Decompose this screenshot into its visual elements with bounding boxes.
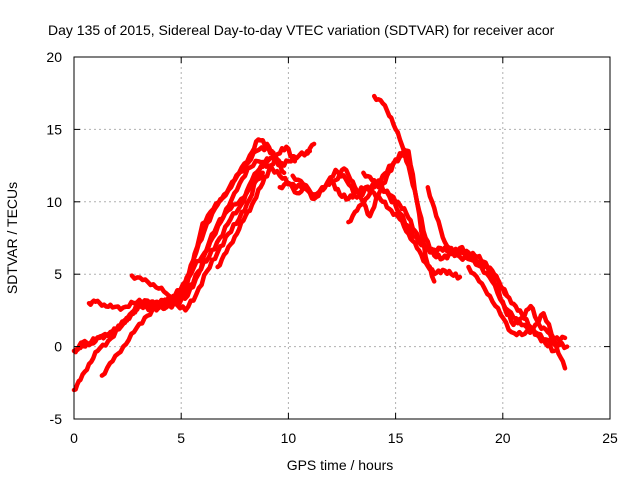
chart-title: Day 135 of 2015, Sidereal Day-to-day VTE…	[48, 22, 555, 38]
series-group	[71, 93, 570, 393]
x-tick-label: 25	[602, 430, 618, 446]
y-tick-label: 10	[46, 194, 62, 210]
series-line-sat-o	[425, 185, 568, 371]
series-line-sat-c	[71, 158, 304, 393]
y-tick-label: 5	[54, 266, 62, 282]
plot-frame	[73, 56, 611, 420]
x-tick-label: 0	[70, 430, 78, 446]
y-tick-label: -5	[50, 411, 63, 427]
y-tick-label: 0	[54, 339, 62, 355]
series-line-sat-g	[215, 144, 298, 270]
series-line-sat-f	[129, 156, 270, 313]
x-tick-label: 5	[177, 430, 185, 446]
axis-ticks: 0 5 10 15 20 25 -5 0 5 10 15 20	[46, 49, 618, 446]
y-tick-label: 15	[46, 121, 62, 137]
x-tick-label: 10	[281, 430, 297, 446]
x-tick-label: 15	[388, 430, 404, 446]
x-axis-label: GPS time / hours	[287, 457, 394, 473]
series-line-sat-e	[99, 155, 287, 378]
series-line-sat-p	[466, 264, 568, 344]
y-axis-label: SDTVAR / TECUs	[4, 182, 20, 294]
x-tick-label: 20	[495, 430, 511, 446]
series-line-sat-j	[303, 141, 317, 157]
series-line-sat-a	[71, 144, 313, 355]
grid	[74, 57, 610, 419]
series-line-sat-b	[73, 137, 287, 352]
y-tick-label: 20	[46, 49, 62, 65]
